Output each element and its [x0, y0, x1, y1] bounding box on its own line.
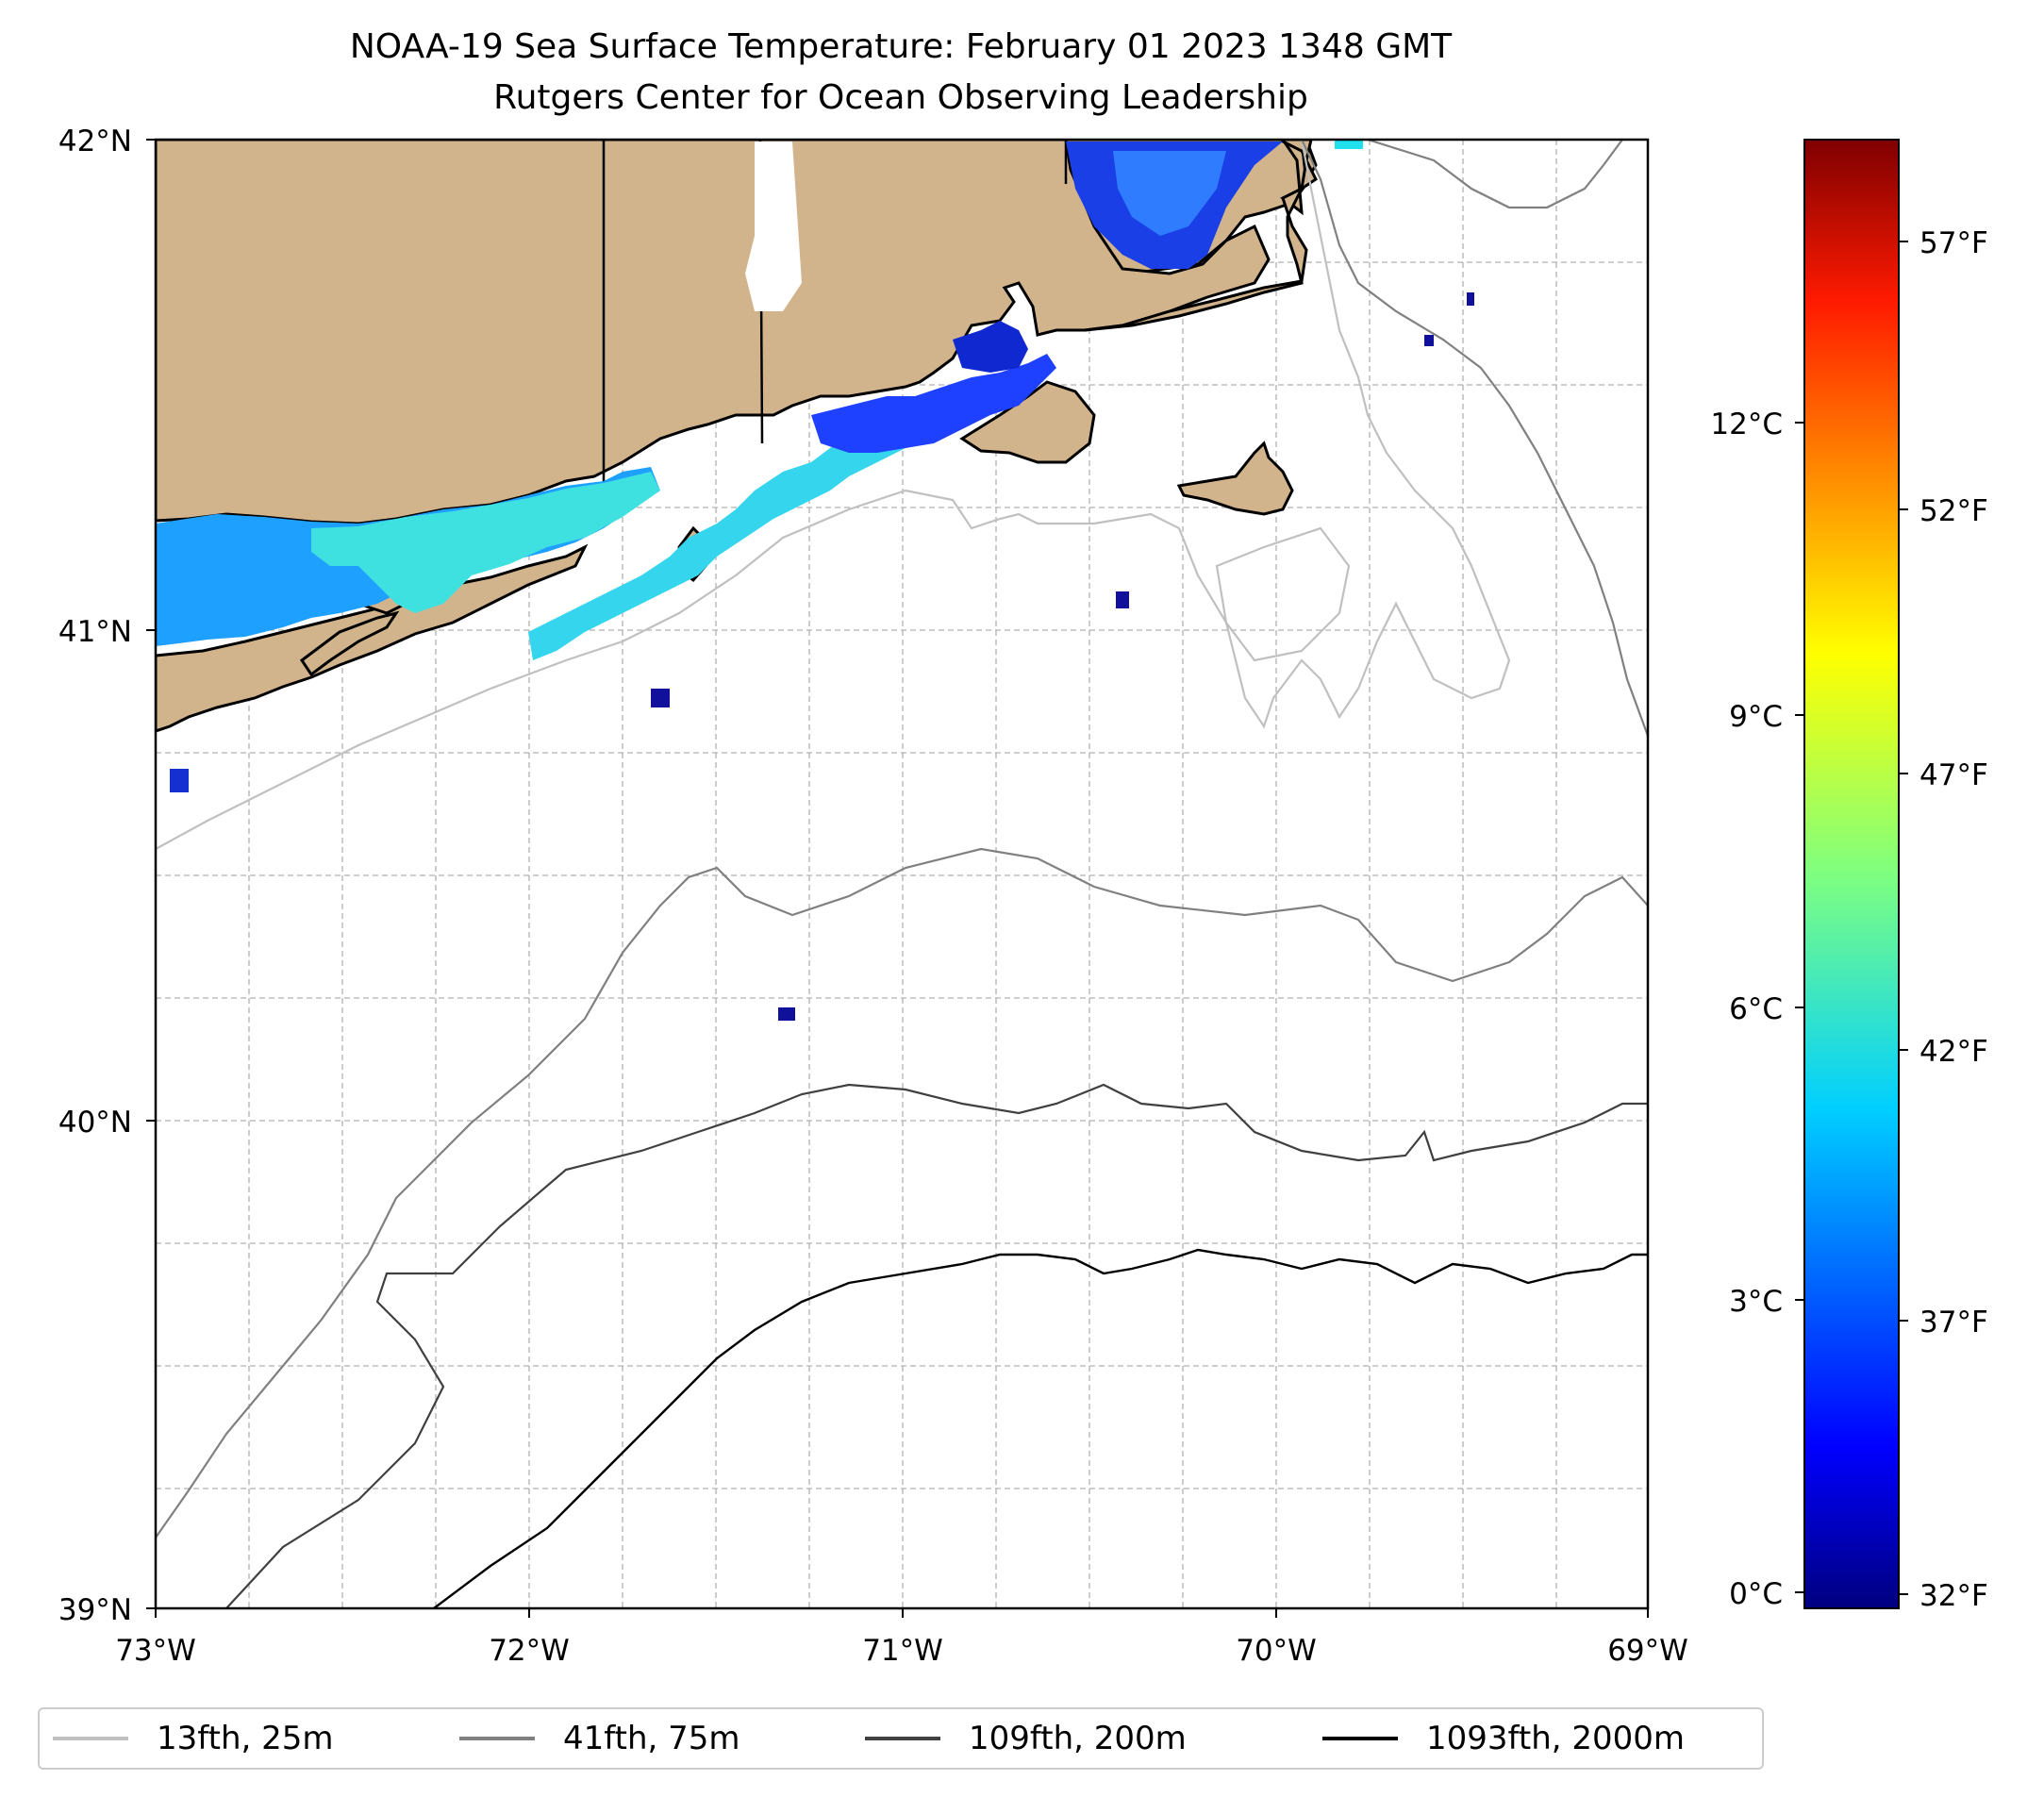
- cbar-fahrenheit-37: 37°F: [1919, 1306, 1988, 1339]
- cbar-celsius-9: 9°C: [1729, 700, 1783, 734]
- legend-label-25m: 13fth, 25m: [157, 1720, 334, 1757]
- legend-line-25m: [53, 1737, 128, 1740]
- cbar-fahrenheit-32: 32°F: [1919, 1579, 1988, 1613]
- lon-label-72: 72°W: [489, 1634, 570, 1668]
- cbar-fahrenheit-42: 42°F: [1919, 1035, 1988, 1069]
- lat-label-42: 42°N: [58, 125, 132, 158]
- map-subtitle: Rutgers Center for Ocean Observing Leade…: [493, 78, 1308, 117]
- lat-label-39: 39°N: [58, 1593, 132, 1627]
- legend-line-75m: [459, 1737, 535, 1740]
- colorbar: [1803, 139, 1900, 1609]
- lon-label-73: 73°W: [115, 1634, 196, 1668]
- legend-item-25m: 13fth, 25m: [53, 1709, 334, 1768]
- legend-line-200m: [865, 1737, 940, 1740]
- sst-data: [156, 140, 1474, 1021]
- lat-label-40: 40°N: [58, 1106, 132, 1140]
- isobath-25m: [156, 140, 1511, 850]
- legend-label-75m: 41fth, 75m: [563, 1720, 740, 1757]
- map-ticks: [146, 139, 1649, 1618]
- legend-label-2000m: 1093fth, 2000m: [1426, 1720, 1686, 1757]
- legend-label-200m: 109fth, 200m: [969, 1720, 1187, 1757]
- isobath-75m: [156, 140, 1648, 1539]
- legend-item-75m: 41fth, 75m: [459, 1709, 740, 1768]
- isobath-2000m: [433, 1248, 1648, 1608]
- cbar-celsius-0: 0°C: [1729, 1577, 1783, 1611]
- cbar-fahrenheit-57: 57°F: [1919, 226, 1988, 260]
- isobath-legend: 13fth, 25m 41fth, 75m 109fth, 200m 1093f…: [38, 1707, 1764, 1770]
- lon-label-71: 71°W: [862, 1634, 943, 1668]
- cbar-celsius-3: 3°C: [1729, 1285, 1783, 1319]
- lon-label-70: 70°W: [1236, 1634, 1317, 1668]
- cbar-fahrenheit-52: 52°F: [1919, 494, 1988, 528]
- cbar-fahrenheit-47: 47°F: [1919, 758, 1988, 792]
- legend-line-2000m: [1322, 1737, 1398, 1740]
- legend-item-2000m: 1093fth, 2000m: [1322, 1709, 1685, 1768]
- cbar-celsius-6: 6°C: [1729, 992, 1783, 1026]
- isobath-200m: [225, 1083, 1648, 1608]
- colorbar-ticks: [1795, 241, 1908, 1595]
- land-mass: [156, 140, 1318, 733]
- lon-label-69: 69°W: [1607, 1634, 1688, 1668]
- map-title: NOAA-19 Sea Surface Temperature: Februar…: [349, 27, 1453, 66]
- legend-item-200m: 109fth, 200m: [865, 1709, 1187, 1768]
- cbar-celsius-12: 12°C: [1710, 408, 1783, 441]
- lat-label-41: 41°N: [58, 615, 132, 649]
